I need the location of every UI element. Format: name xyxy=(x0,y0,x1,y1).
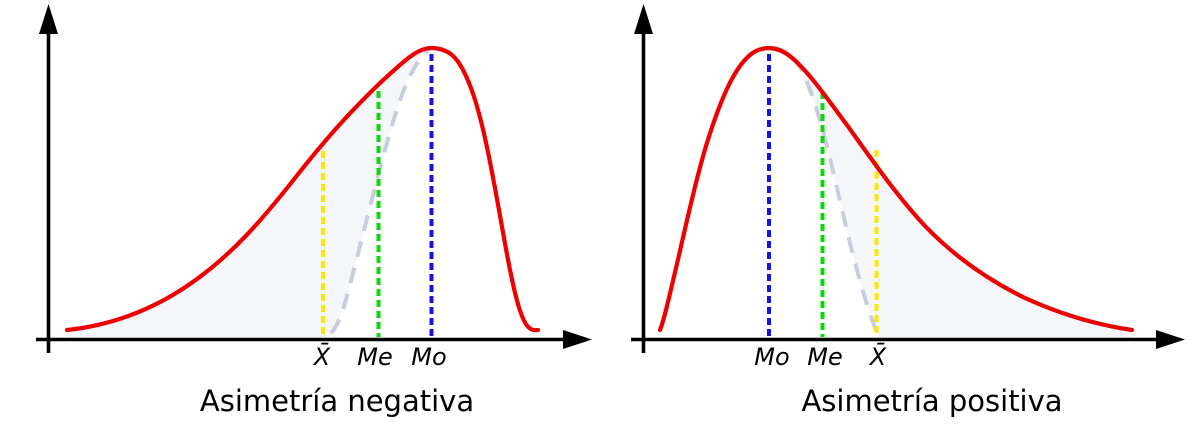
mean-label: X̄ xyxy=(313,343,331,371)
under-curve-fill xyxy=(67,48,433,337)
median-label: Me xyxy=(357,343,393,371)
mean-label: X̄ xyxy=(869,343,887,371)
y-axis-arrowhead-icon xyxy=(634,4,653,34)
y-axis-arrowhead-icon xyxy=(39,4,58,34)
mirror-curve xyxy=(329,46,434,335)
positive-skew-chart xyxy=(631,4,1185,353)
mode-label: Mo xyxy=(754,343,790,371)
x-axis-arrowhead-icon xyxy=(563,330,592,349)
mode-label: Mo xyxy=(411,343,447,371)
density-curve xyxy=(64,45,541,333)
negative-skew-title: Asimetría negativa xyxy=(199,384,475,418)
negative-skew-chart xyxy=(36,4,592,353)
median-label: Me xyxy=(807,343,843,371)
under-curve-fill xyxy=(769,48,1132,337)
density-curve xyxy=(657,46,1135,333)
positive-skew-title: Asimetría positiva xyxy=(801,384,1063,418)
x-axis-arrowhead-icon xyxy=(1156,330,1185,349)
